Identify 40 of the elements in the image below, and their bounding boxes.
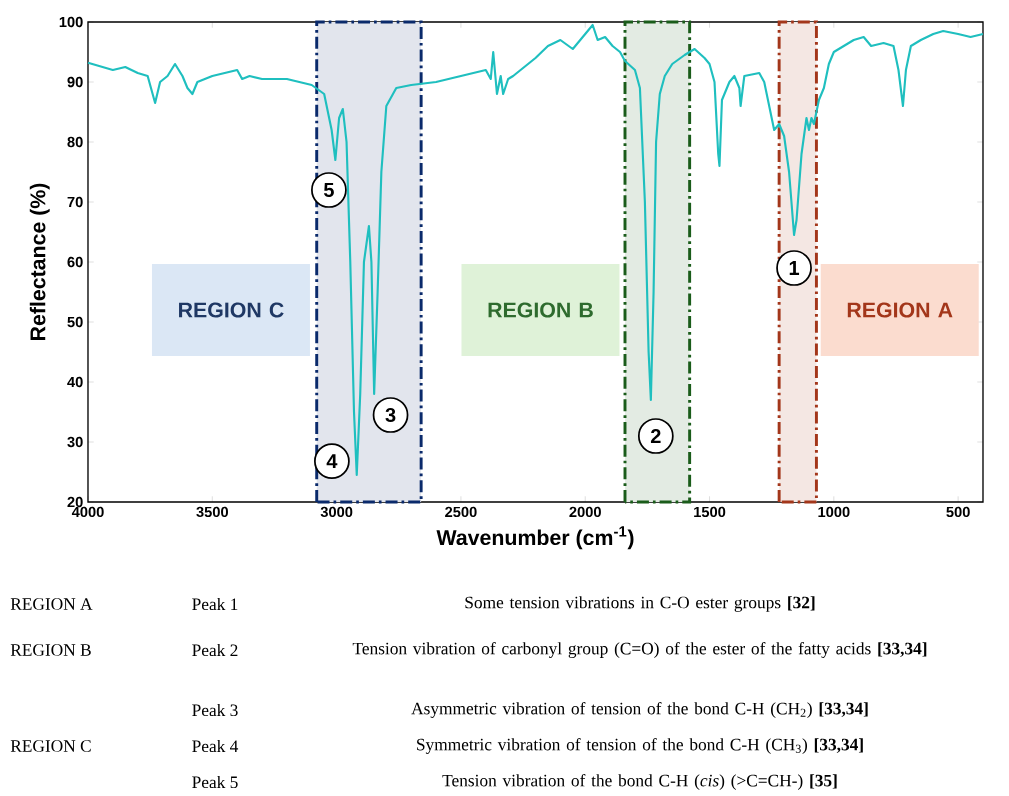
x-axis-title: Wavenumber (cm$^{-1}$) (436, 526, 634, 550)
text: Some tension vibrations in C-O ester groups [32] (465, 596, 815, 612)
text: Peak 4 (192, 739, 239, 753)
y-tick-label: 80 (67, 136, 83, 148)
annotation: 2 (650, 429, 661, 443)
text: Symmetric vibration of tension of the bond C-H (CH$_{3}$) [33,34] (417, 738, 863, 754)
annotation: 1 (789, 261, 800, 275)
x-tick-label: 2000 (569, 506, 601, 518)
annotation: 5 (323, 183, 334, 197)
x-tick-label: 1500 (694, 506, 726, 518)
y-tick-label: 60 (67, 256, 83, 268)
annotation: REGION C (179, 302, 284, 318)
y-tick-label: 40 (67, 376, 83, 388)
annotation: 4 (326, 454, 338, 469)
x-tick-label: 500 (946, 506, 970, 518)
text: REGION C (10, 740, 91, 752)
x-tick-label: 3000 (320, 506, 353, 518)
text: Tension vibration of carbonyl group (C=O) of the ester of the fatty acids [33,34] (352, 642, 927, 658)
text: Tension vibration of the bond C-H (cis) (>C=CH-) [35] (442, 774, 837, 790)
x-tick-label: 1000 (818, 506, 850, 518)
text: REGION A (10, 598, 93, 610)
annotation: REGION B (488, 302, 593, 318)
y-tick-label: 90 (67, 76, 83, 88)
text: Peak 2 (192, 643, 238, 657)
y-tick-label: 30 (67, 436, 83, 448)
y-tick-label: 50 (67, 316, 83, 328)
y-axis-title: Reflectance (%) (29, 183, 50, 341)
text: Asymmetric vibration of tension of the bond C-H (CH$_{2}$) [33,34] (411, 702, 868, 718)
y-tick-label: 70 (67, 196, 83, 208)
text: Peak 5 (192, 775, 238, 789)
text: REGION B (10, 644, 91, 656)
y-tick-label: 100 (59, 16, 83, 28)
x-tick-label: 2500 (445, 506, 477, 518)
annotation: 3 (385, 407, 396, 423)
y-tick-label: 20 (67, 496, 83, 508)
text: Peak 1 (192, 597, 238, 611)
x-tick-label: 4000 (71, 506, 104, 518)
x-tick-label: 3500 (196, 506, 228, 518)
annotation: REGION A (847, 302, 953, 318)
text: Peak 3 (192, 703, 238, 717)
